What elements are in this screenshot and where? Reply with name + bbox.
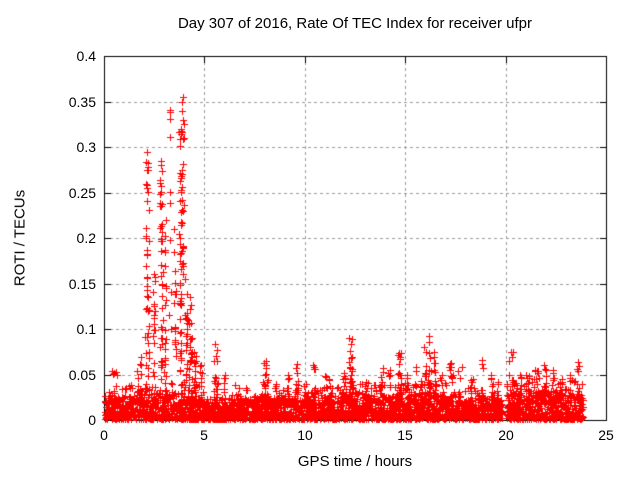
- x-tick-label: 5: [200, 427, 208, 443]
- x-tick-label: 0: [100, 427, 108, 443]
- x-axis-label: GPS time / hours: [297, 453, 413, 470]
- x-tick-label: 15: [397, 427, 413, 443]
- y-tick-label: 0.15: [68, 276, 96, 292]
- x-tick-label: 10: [297, 427, 313, 443]
- y-axis-label: ROTI / TECUs: [11, 189, 29, 287]
- chart-title: Day 307 of 2016, Rate Of TEC Index for r…: [177, 15, 533, 32]
- x-tick-label: 20: [498, 427, 514, 443]
- y-tick-label: 0.05: [68, 367, 96, 383]
- y-tick-label: 0.25: [68, 185, 96, 201]
- y-tick-label: 0.4: [76, 48, 96, 64]
- y-tick-label: 0: [88, 412, 96, 428]
- y-tick-label: 0.1: [76, 321, 96, 337]
- y-tick-label: 0.35: [68, 94, 96, 110]
- x-tick-label: 25: [598, 427, 614, 443]
- y-tick-label: 0.3: [76, 139, 96, 155]
- y-tick-label: 0.2: [76, 230, 96, 246]
